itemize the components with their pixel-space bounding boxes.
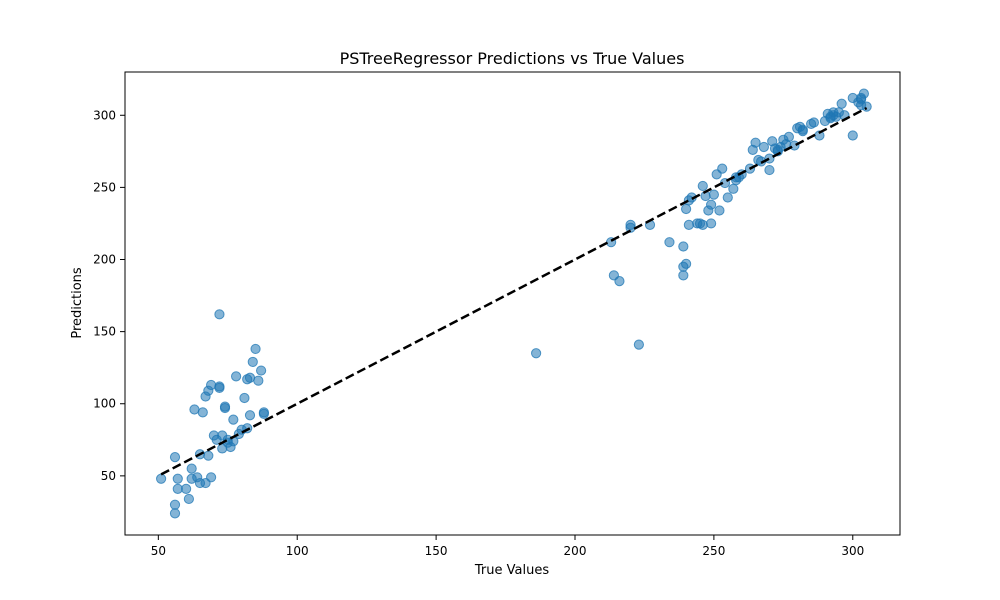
data-point [531,348,542,359]
data-point [206,472,217,483]
data-point [678,270,689,281]
x-tick-label: 250 [702,544,725,558]
data-point [219,402,231,414]
data-point [206,379,217,391]
data-point [717,163,728,174]
data-point [764,164,775,176]
axis-ticks: 50 100 150 200 250 300 50 100 150 200 250 300 [93,108,864,558]
data-point [214,309,225,320]
y-axis-label: Predictions [70,267,85,339]
data-point [697,219,708,230]
data-point [664,237,675,248]
data-point [244,410,256,421]
data-point [858,88,869,99]
y-tick-label: 50 [101,469,116,483]
data-point [783,131,794,143]
data-point [231,371,242,382]
y-tick-label: 250 [93,180,116,194]
data-points [156,88,872,519]
data-point [633,339,644,350]
data-point [797,126,808,137]
data-point [697,180,708,192]
data-point [706,199,717,210]
data-point [256,365,267,376]
data-point [169,499,181,510]
x-tick-label: 150 [425,544,448,558]
data-point [247,356,258,368]
data-point [678,241,689,252]
data-point [258,408,269,419]
data-point [714,205,725,216]
data-point [186,463,197,474]
data-point [808,117,819,128]
y-tick-label: 150 [93,325,116,339]
data-point [836,98,847,109]
data-point [722,192,733,203]
data-point [239,392,250,404]
data-point [708,189,719,200]
data-point [172,473,183,484]
x-axis-label: True Values [474,563,549,578]
data-point [253,375,264,386]
data-point [758,141,769,153]
data-point [197,407,208,418]
data-point [681,258,692,269]
data-point [183,493,194,505]
data-point [214,382,225,393]
data-point [728,183,739,194]
data-point [706,218,717,229]
data-point [172,483,183,494]
data-point [156,473,167,484]
data-point [169,508,181,519]
data-point [169,452,181,463]
x-tick-label: 100 [286,544,309,558]
data-point [203,450,214,461]
data-point [750,137,761,148]
data-point [189,404,200,415]
data-point [683,219,694,230]
x-tick-label: 50 [151,544,166,558]
data-point [250,343,261,355]
identity-reference-line [160,106,868,476]
data-point [244,372,256,383]
x-tick-label: 300 [841,544,864,558]
data-point [228,414,239,425]
data-point [764,153,775,164]
data-point [181,483,192,494]
plot-frame [124,71,901,536]
data-point [614,276,625,287]
x-tick-label: 200 [564,544,587,558]
y-tick-label: 300 [93,108,116,122]
y-tick-label: 100 [93,397,116,411]
data-point [789,140,800,151]
data-point [681,203,692,215]
chart-title: PSTreeRegressor Predictions vs True Valu… [340,49,685,68]
data-point [847,130,858,141]
y-tick-label: 200 [93,253,116,267]
data-point [861,101,872,112]
